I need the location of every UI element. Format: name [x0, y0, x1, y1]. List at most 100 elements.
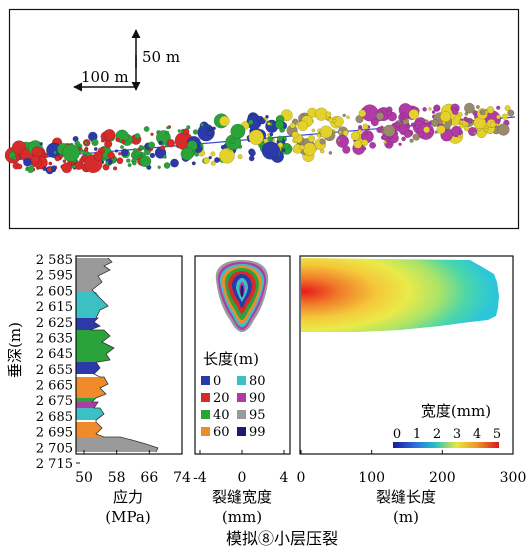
event-sphere	[62, 144, 80, 162]
event-sphere	[74, 140, 80, 146]
event-sphere	[210, 151, 216, 157]
event-sphere	[451, 108, 459, 115]
event-sphere	[210, 160, 216, 166]
horizontal-scale-label: 100 m	[81, 68, 129, 86]
event-sphere	[319, 138, 326, 145]
colorbar-tick-label: 3	[453, 427, 461, 442]
event-sphere	[328, 151, 333, 155]
event-sphere	[484, 127, 489, 133]
legend-label: 40	[213, 408, 230, 423]
stress-tick-label: 58	[108, 470, 126, 486]
event-sphere	[277, 135, 284, 142]
legend-label: 20	[213, 391, 230, 406]
event-sphere	[61, 162, 73, 174]
event-sphere	[475, 105, 480, 109]
event-sphere	[54, 155, 61, 162]
legend-swatch	[237, 393, 246, 402]
event-sphere	[418, 131, 425, 138]
event-sphere	[23, 157, 32, 167]
event-sphere	[191, 161, 196, 166]
event-sphere	[350, 131, 361, 141]
event-sphere	[133, 147, 138, 153]
event-sphere	[386, 143, 392, 149]
depth-tick-label: 2 605	[36, 284, 73, 299]
legend-swatch	[237, 410, 246, 419]
depth-tick-label: 2 715	[36, 457, 73, 472]
event-sphere	[357, 128, 363, 134]
event-sphere	[311, 128, 316, 133]
event-sphere	[346, 115, 350, 119]
event-sphere	[200, 122, 204, 127]
stress-layers	[76, 257, 159, 453]
stress-tick-labels: 50 58 66 74	[75, 450, 191, 486]
stress-tick-label: 50	[75, 470, 93, 486]
event-sphere	[267, 136, 274, 142]
event-sphere	[383, 140, 387, 144]
event-sphere	[386, 109, 393, 116]
event-sphere	[277, 142, 284, 148]
depth-axis-title: 垂深(m)	[6, 322, 24, 378]
event-sphere	[464, 112, 469, 116]
event-sphere	[336, 134, 350, 148]
event-sphere	[408, 109, 420, 120]
event-sphere	[302, 142, 317, 156]
figure-caption: 模拟⑧小层压裂	[226, 529, 338, 548]
event-sphere	[376, 126, 383, 134]
event-sphere	[275, 120, 285, 130]
depth-tick-label: 2 655	[36, 363, 73, 378]
event-sphere	[440, 110, 452, 123]
width-tick-label: 0	[238, 470, 247, 486]
width-axis-title: 裂缝宽度	[212, 488, 272, 506]
event-sphere	[501, 113, 508, 120]
event-sphere	[299, 144, 305, 151]
depth-tick-label: 2 635	[36, 331, 73, 346]
event-sphere	[248, 155, 255, 162]
event-sphere	[369, 141, 376, 149]
event-sphere	[406, 124, 410, 128]
length-tick-label: 100	[358, 470, 385, 486]
event-sphere	[358, 109, 367, 118]
length-tick-label: 200	[429, 470, 456, 486]
event-sphere	[424, 119, 429, 124]
legend-swatch	[237, 376, 246, 385]
length-axis-unit: (m)	[393, 508, 419, 526]
event-sphere	[126, 158, 131, 163]
event-sphere	[383, 124, 396, 137]
event-sphere	[283, 142, 290, 150]
event-sphere	[401, 136, 406, 142]
event-sphere	[428, 107, 432, 111]
event-sphere	[463, 125, 470, 132]
event-sphere	[479, 109, 486, 116]
event-sphere	[361, 139, 369, 147]
event-sphere	[127, 163, 132, 168]
event-sphere	[39, 142, 43, 146]
legend-label: 99	[249, 425, 266, 440]
event-sphere	[423, 126, 430, 134]
depth-tick-label: 2 695	[36, 426, 73, 441]
event-sphere	[342, 129, 349, 136]
event-sphere	[507, 109, 515, 117]
event-sphere	[467, 118, 473, 124]
event-sphere	[206, 130, 213, 136]
event-sphere	[157, 165, 161, 169]
event-sphere	[362, 123, 369, 130]
event-sphere	[113, 156, 117, 161]
event-sphere	[16, 163, 23, 170]
event-sphere	[104, 139, 113, 149]
event-sphere	[15, 155, 21, 161]
stress-tick-label: 66	[140, 470, 158, 486]
event-sphere	[31, 146, 43, 158]
event-sphere	[261, 141, 280, 160]
event-sphere	[353, 139, 363, 149]
stress-axes-frame	[75, 255, 183, 455]
event-sphere	[112, 166, 118, 171]
event-sphere	[267, 121, 271, 126]
depth-tick-label: 2 685	[36, 410, 73, 425]
event-sphere	[486, 106, 495, 114]
event-sphere	[44, 153, 49, 159]
event-sphere	[84, 141, 88, 145]
event-sphere	[291, 131, 299, 139]
event-sphere	[214, 157, 220, 163]
